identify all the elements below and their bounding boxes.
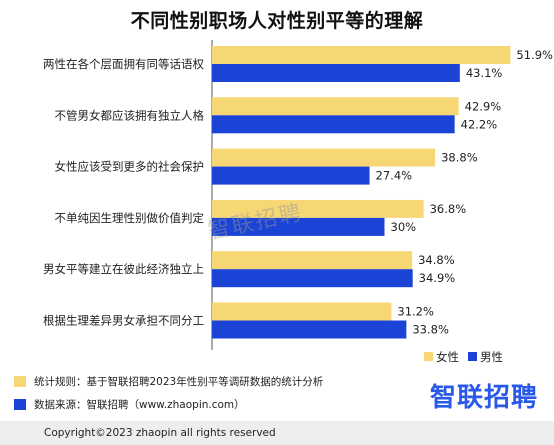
legend: 女性 男性: [424, 350, 503, 364]
source-swatch: [14, 398, 26, 410]
category-label: 两性在各个层面拥有同等话语权: [43, 57, 204, 71]
bar-female: [212, 199, 424, 218]
value-label: 43.1%: [466, 66, 503, 80]
bar-male: [212, 64, 460, 82]
value-label: 51.9%: [516, 48, 553, 62]
notes: 统计规则：基于智联招聘2023年性别平等调研数据的统计分析 数据来源：智联招聘（…: [14, 372, 323, 418]
bar-female: [212, 251, 413, 270]
chart-title: 不同性别职场人对性别平等的理解: [130, 10, 424, 32]
bar-chart: 两性在各个层面拥有同等话语权 51.9% 43.1% 不管男女都应该拥有独立人格 42.…: [43, 40, 553, 364]
category-label: 男女平等建立在彼此经济独立上: [43, 262, 204, 276]
copyright-text: Copyright©2023 zhaopin all rights reserv…: [44, 427, 276, 439]
bar-female: [212, 148, 436, 167]
value-label: 42.2%: [461, 117, 498, 131]
brand-logo: 智联招聘: [430, 383, 539, 413]
value-label: 27.4%: [376, 169, 413, 183]
bar-male: [212, 217, 385, 236]
value-label: 31.2%: [397, 305, 434, 319]
value-label: 30%: [391, 220, 417, 234]
category-label: 不单纯因生理性别做价值判定: [55, 211, 205, 225]
note-rule-text: 统计规则：基于智联招聘2023年性别平等调研数据的统计分析: [34, 375, 324, 388]
bars-group: 两性在各个层面拥有同等话语权 51.9% 43.1% 不管男女都应该拥有独立人格 42.…: [43, 46, 553, 339]
bar-female: [212, 302, 392, 321]
bar-male: [212, 269, 413, 288]
note-rule: 统计规则：基于智联招聘2023年性别平等调研数据的统计分析: [14, 372, 323, 390]
note-source: 数据来源：智联招聘（www.zhaopin.com）: [14, 395, 323, 413]
value-label: 34.8%: [418, 253, 455, 267]
value-label: 38.8%: [441, 151, 478, 165]
legend-label: 男性: [480, 350, 503, 364]
bar-female: [212, 97, 459, 116]
bar-female: [212, 46, 511, 64]
rule-swatch: [14, 375, 26, 387]
value-label: 36.8%: [430, 202, 467, 216]
value-label: 42.9%: [465, 99, 502, 113]
note-source-text: 数据来源：智联招聘（www.zhaopin.com）: [34, 398, 245, 411]
value-label: 34.9%: [419, 271, 456, 285]
category-label: 不管男女都应该拥有独立人格: [55, 108, 205, 122]
legend-swatch: [424, 352, 433, 361]
value-label: 33.8%: [412, 323, 449, 337]
legend-swatch: [468, 352, 477, 361]
bar-male: [212, 166, 370, 185]
legend-label: 女性: [436, 350, 459, 364]
category-label: 女性应该受到更多的社会保护: [55, 160, 205, 174]
category-label: 根据生理差异男女承担不同分工: [43, 314, 204, 328]
footer: Copyright©2023 zhaopin all rights reserv…: [0, 421, 554, 445]
bar-male: [212, 320, 407, 339]
bar-male: [212, 115, 455, 134]
